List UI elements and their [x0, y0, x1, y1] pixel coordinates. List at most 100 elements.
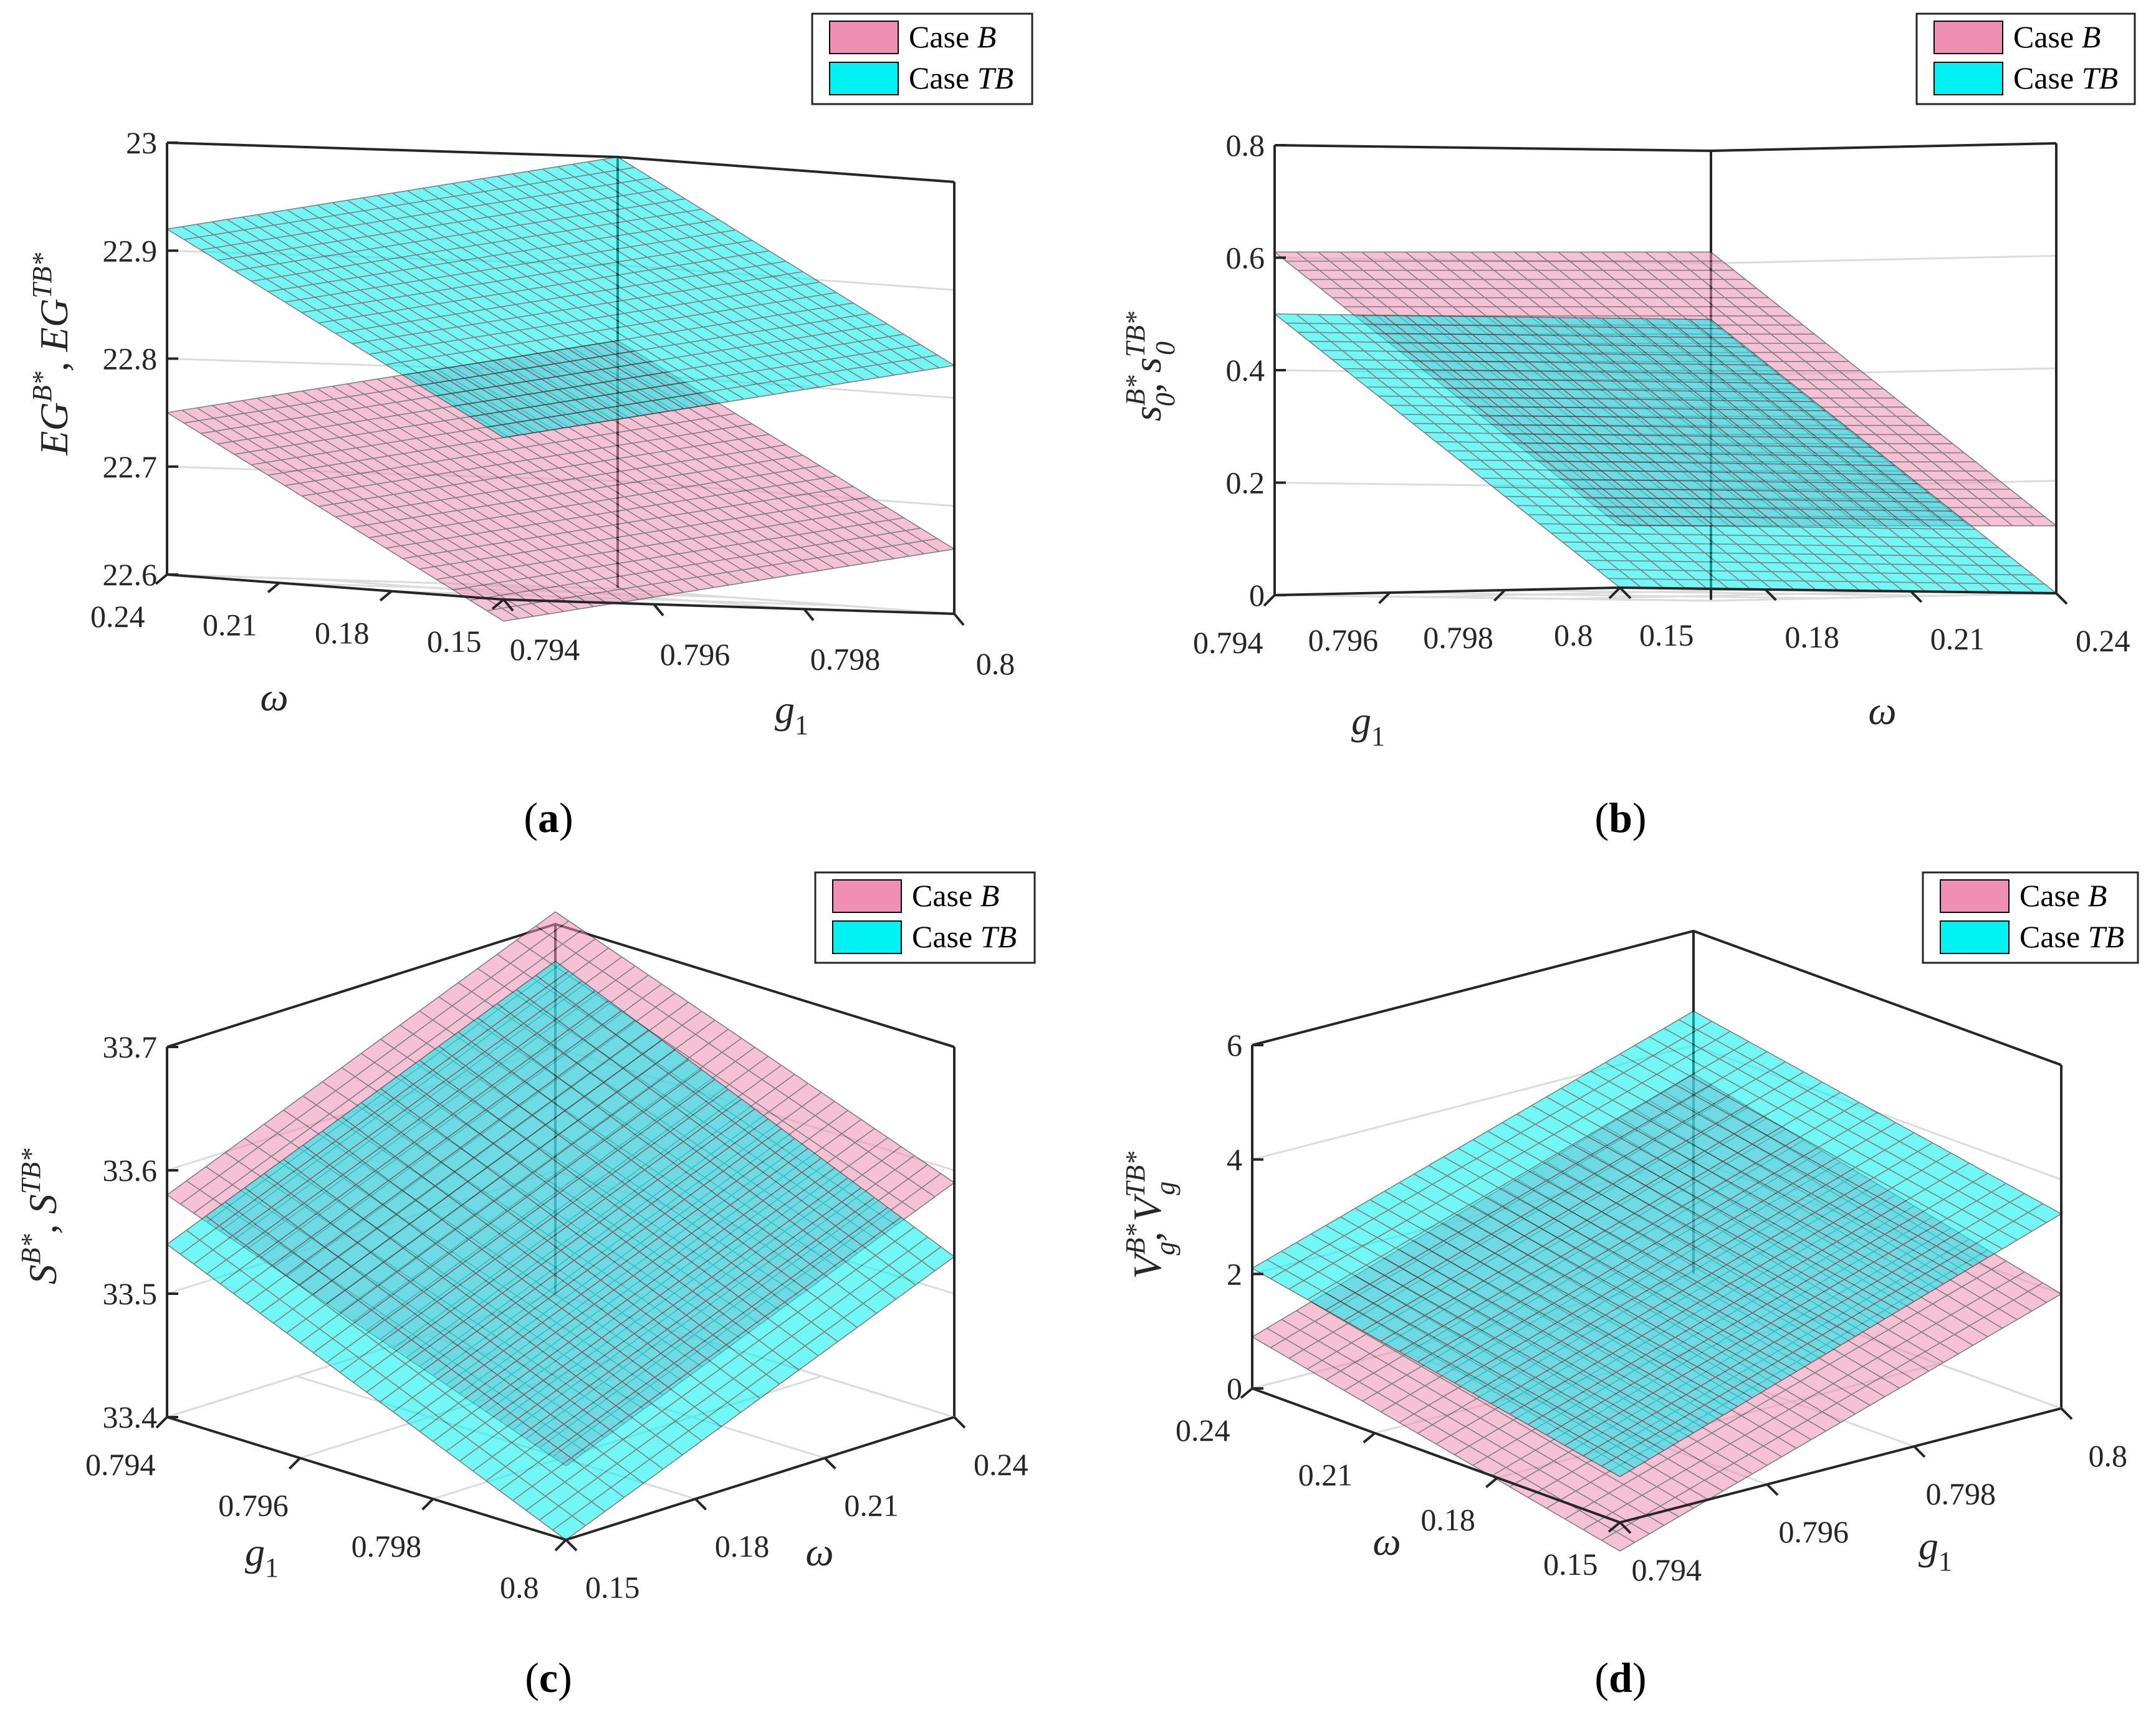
- mesh-line: [503, 365, 955, 438]
- mesh-line: [322, 1130, 722, 1427]
- mesh-line: [284, 229, 736, 303]
- legend-label-case-tb: Case TB: [2013, 60, 2118, 95]
- omega-tick: [565, 1539, 578, 1552]
- mesh-line: [535, 975, 936, 1271]
- legend-label-case-b: Case B: [2013, 19, 2101, 54]
- panel-caption: (c): [525, 1654, 572, 1701]
- floor-edge: [1274, 592, 2057, 602]
- mesh-line: [438, 1046, 838, 1342]
- omega-axis-label: ω: [805, 1530, 833, 1574]
- surface-case-tb: [166, 156, 955, 438]
- axis-line: [565, 1416, 955, 1541]
- omega-tick: [155, 573, 168, 585]
- mesh-line: [1405, 315, 1751, 590]
- omega-tick: [1363, 1432, 1376, 1444]
- grid-line: [1505, 589, 1942, 597]
- legend-label-case-tb: Case TB: [912, 919, 1017, 954]
- z-tick-label: 33.6: [103, 1153, 158, 1188]
- mesh-line: [419, 1059, 819, 1357]
- z-tick-label: 0.2: [1226, 466, 1265, 500]
- omega-tick: [1485, 1476, 1498, 1488]
- g1-axis-label: g1: [1919, 1524, 1952, 1577]
- mesh-line: [1564, 1183, 2006, 1446]
- omega-tick-label: 0.21: [1298, 1458, 1353, 1493]
- legend-label-case-b: Case B: [2019, 878, 2107, 913]
- legend-swatch-case-tb: [832, 920, 902, 954]
- g1-tick: [288, 1457, 301, 1470]
- mesh-line: [1564, 1260, 2006, 1520]
- g1-tick: [502, 598, 514, 612]
- box-edge: [1274, 142, 2057, 153]
- mesh-line: [352, 454, 803, 528]
- surface-face: [1252, 1011, 2061, 1477]
- mesh-line: [234, 198, 686, 272]
- omega-tick-label: 0.24: [90, 599, 145, 634]
- omega-tick: [2055, 592, 2068, 605]
- g1-tick: [421, 1497, 434, 1511]
- g1-axis-label: g1: [775, 687, 808, 740]
- z-axis-label: VB*g, VTB*g: [1120, 1152, 1181, 1279]
- mesh-line: [1509, 1152, 1952, 1415]
- z-tick-label: 22.6: [103, 557, 158, 592]
- mesh-line: [555, 911, 955, 1183]
- mesh-line: [453, 517, 904, 591]
- omega-axis-label: ω: [1373, 1519, 1401, 1564]
- mesh-line: [1710, 251, 2057, 527]
- g1-tick: [1378, 591, 1391, 604]
- mesh-line: [385, 292, 837, 365]
- mesh-line: [166, 156, 618, 230]
- omega-tick: [1910, 590, 1923, 603]
- legend-swatch-case-tb: [1940, 920, 2010, 954]
- mesh-line: [385, 475, 837, 549]
- mesh-line: [503, 548, 955, 622]
- mesh-line: [1619, 1293, 2062, 1552]
- legend-swatch-case-b: [1933, 21, 2003, 54]
- omega-tick: [1240, 1387, 1253, 1399]
- g1-tick-label: 0.798: [810, 642, 881, 677]
- mesh-line: [1296, 313, 1642, 589]
- omega-tick: [1619, 586, 1632, 599]
- g1-tick: [155, 1416, 168, 1429]
- mesh-line: [486, 538, 938, 611]
- mesh-line: [267, 219, 719, 292]
- panel-d: 0 2 4 6 0.794 0.796 0.798 0.8 0.15 0.18 0.21 0.24 VB…: [1120, 871, 2139, 1701]
- mesh-line: [1601, 317, 1948, 593]
- mesh-line: [1492, 316, 1839, 591]
- mesh-line: [1601, 1282, 2043, 1541]
- g1-tick: [803, 608, 815, 621]
- mesh-line: [486, 355, 938, 428]
- omega-tick-label: 0.15: [427, 624, 482, 659]
- omega-tick-label: 0.21: [1930, 621, 1985, 656]
- axis-line: [166, 1416, 567, 1541]
- g1-tick-label: 0.794: [1193, 625, 1263, 660]
- mesh-line: [1583, 1271, 2025, 1531]
- g1-tick: [2060, 1407, 2073, 1420]
- surface-case-tb: [166, 960, 955, 1540]
- mesh-line: [183, 166, 635, 241]
- z-tick-label: 22.9: [103, 233, 158, 268]
- omega-tick-label: 0.24: [1176, 1413, 1230, 1448]
- z-tick-label: 22.8: [103, 342, 158, 376]
- mesh-line: [335, 444, 787, 518]
- mesh-line: [1491, 1142, 1933, 1405]
- mesh-line: [516, 989, 916, 1286]
- g1-tick: [1493, 589, 1506, 602]
- mesh-line: [1454, 1122, 1896, 1383]
- mesh-line: [186, 1230, 586, 1526]
- omega-tick: [694, 1497, 707, 1511]
- mesh-line: [1645, 318, 1991, 593]
- mesh-line: [555, 960, 955, 1258]
- g1-tick: [1766, 1483, 1779, 1496]
- legend-swatch-case-tb: [1933, 62, 2003, 95]
- mesh-line: [1361, 314, 1708, 590]
- mesh-line: [469, 344, 921, 418]
- omega-tick: [953, 1416, 966, 1429]
- mesh-line: [1339, 314, 1686, 589]
- g1-tick: [1263, 594, 1276, 607]
- omega-tick-label: 0.24: [2076, 623, 2130, 658]
- omega-tick-label: 0.18: [1785, 619, 1839, 654]
- mesh-line: [166, 1244, 567, 1540]
- panel-caption: (b): [1594, 794, 1646, 841]
- omega-tick: [1764, 588, 1777, 601]
- mesh-line: [477, 1017, 877, 1314]
